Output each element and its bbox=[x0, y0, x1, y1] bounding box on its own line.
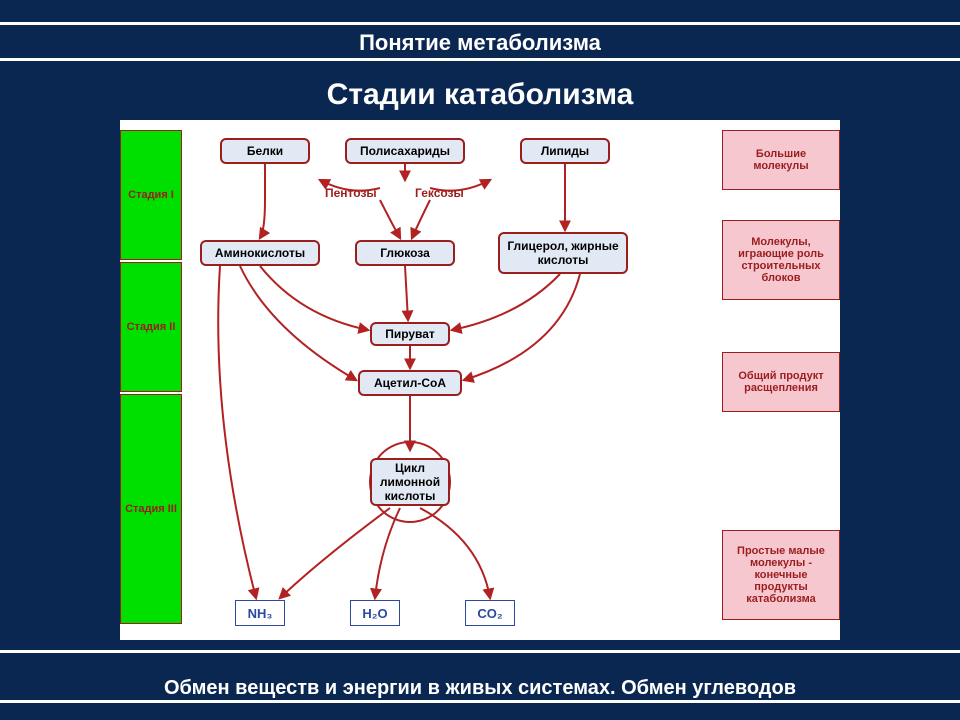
stage-3: Стадия III bbox=[120, 394, 182, 624]
final-1: H₂O bbox=[350, 600, 400, 626]
label-hexoses: Гексозы bbox=[415, 186, 464, 200]
stage-1: Стадия I bbox=[120, 130, 182, 260]
box-pyruvate: Пируват bbox=[370, 322, 450, 346]
box-aminoacids: Аминокислоты bbox=[200, 240, 320, 266]
box-glucose: Глюкоза bbox=[355, 240, 455, 266]
diagram-canvas: Стадия IСтадия IIСтадия III Большие молек… bbox=[120, 120, 840, 640]
right-label-4: Простые малые молекулы - конечные продук… bbox=[722, 530, 840, 620]
box-lipids: Липиды bbox=[520, 138, 610, 164]
right-label-2: Молекулы, играющие роль строительных бло… bbox=[722, 220, 840, 300]
header-title: Понятие метаболизма bbox=[0, 30, 960, 56]
final-2: CO₂ bbox=[465, 600, 515, 626]
box-polysacch: Полисахариды bbox=[345, 138, 465, 164]
right-label-1: Большие молекулы bbox=[722, 130, 840, 190]
right-label-3: Общий продукт расщепления bbox=[722, 352, 840, 412]
footer-text: Обмен веществ и энергии в живых системах… bbox=[0, 677, 960, 700]
main-title: Стадии катаболизма bbox=[0, 78, 960, 112]
box-proteins: Белки bbox=[220, 138, 310, 164]
stage-2: Стадия II bbox=[120, 262, 182, 392]
box-acetyl: Ацетил-CoA bbox=[358, 370, 462, 396]
box-glycerol: Глицерол, жирные кислоты bbox=[498, 232, 628, 274]
box-cycle: Цикл лимонной кислоты bbox=[370, 458, 450, 506]
final-0: NH₃ bbox=[235, 600, 285, 626]
label-pentoses: Пентозы bbox=[325, 186, 377, 200]
